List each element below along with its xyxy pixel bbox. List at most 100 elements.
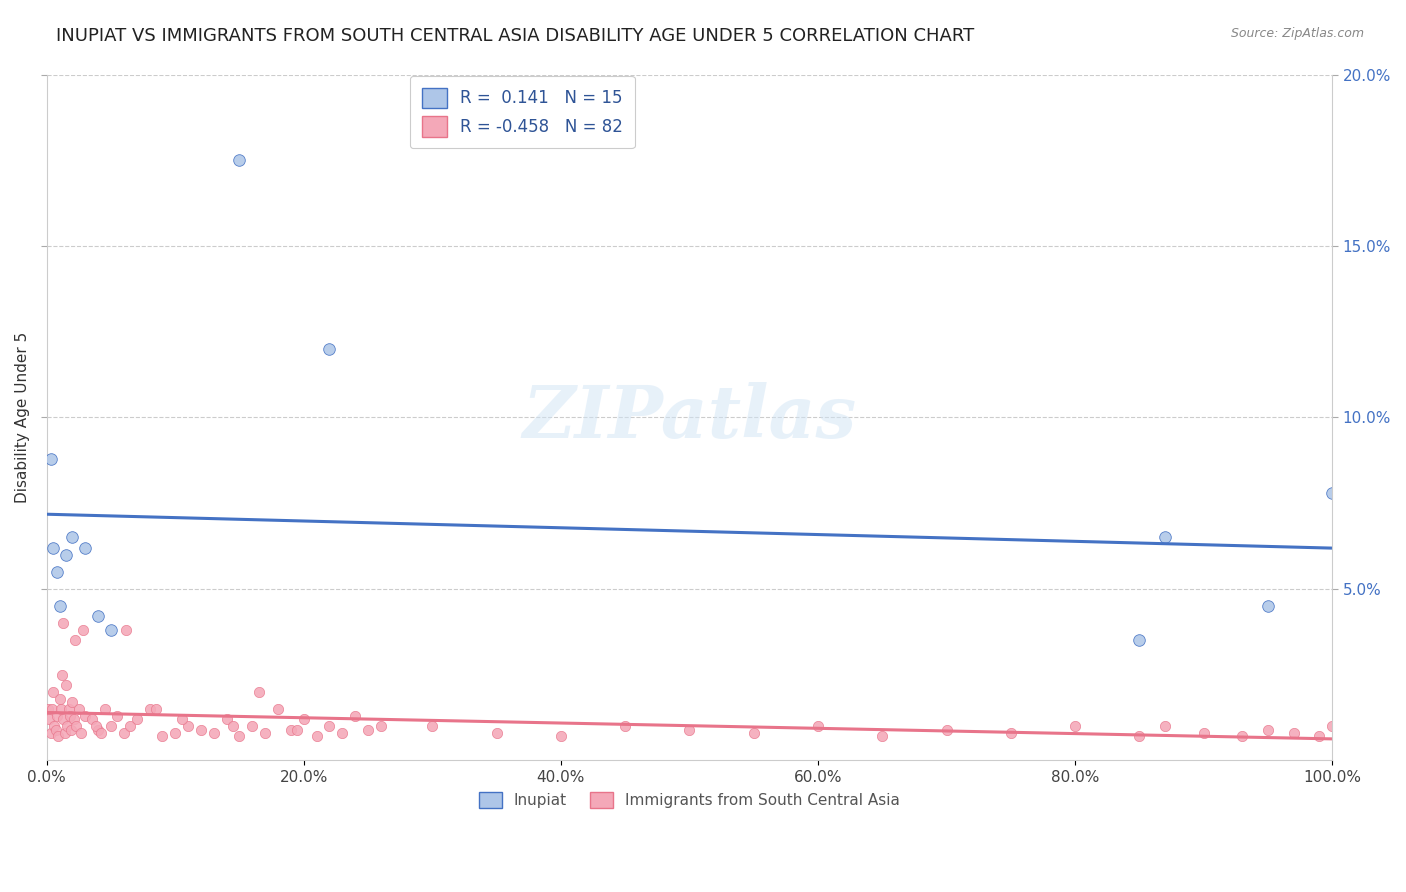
Point bbox=[93, 702, 115, 716]
Point bbox=[55, 548, 77, 562]
Point bbox=[177, 719, 200, 733]
Point bbox=[90, 726, 112, 740]
Point bbox=[305, 730, 328, 744]
Point bbox=[742, 726, 765, 740]
Point bbox=[39, 726, 62, 740]
Point bbox=[115, 623, 138, 637]
Point bbox=[80, 712, 103, 726]
Point bbox=[1322, 486, 1344, 500]
Point bbox=[56, 719, 79, 733]
Point bbox=[38, 712, 60, 726]
Point bbox=[1257, 599, 1279, 613]
Point bbox=[240, 719, 263, 733]
Point bbox=[105, 708, 128, 723]
Point bbox=[285, 723, 308, 737]
Point bbox=[37, 702, 59, 716]
Point bbox=[41, 702, 63, 716]
Point bbox=[52, 712, 75, 726]
Point bbox=[46, 730, 69, 744]
Point bbox=[190, 723, 212, 737]
Point bbox=[138, 702, 160, 716]
Point bbox=[112, 726, 135, 740]
Point bbox=[247, 685, 270, 699]
Point bbox=[48, 599, 70, 613]
Point bbox=[87, 609, 110, 624]
Point bbox=[1192, 726, 1215, 740]
Point bbox=[44, 719, 66, 733]
Point bbox=[267, 702, 290, 716]
Point bbox=[935, 723, 957, 737]
Point bbox=[53, 726, 76, 740]
Point bbox=[1308, 730, 1330, 744]
Point bbox=[58, 702, 80, 716]
Point bbox=[222, 719, 245, 733]
Point bbox=[48, 691, 70, 706]
Point bbox=[1232, 730, 1254, 744]
Point bbox=[52, 616, 75, 631]
Point bbox=[228, 730, 250, 744]
Point bbox=[87, 723, 110, 737]
Point bbox=[280, 723, 302, 737]
Point bbox=[357, 723, 380, 737]
Point bbox=[67, 702, 90, 716]
Point bbox=[318, 342, 340, 356]
Point bbox=[60, 695, 83, 709]
Text: Source: ZipAtlas.com: Source: ZipAtlas.com bbox=[1230, 27, 1364, 40]
Point bbox=[370, 719, 392, 733]
Point bbox=[1000, 726, 1022, 740]
Point bbox=[75, 708, 97, 723]
Point bbox=[63, 633, 86, 648]
Point bbox=[550, 730, 572, 744]
Point bbox=[46, 708, 69, 723]
Point bbox=[202, 726, 225, 740]
Point bbox=[807, 719, 830, 733]
Point bbox=[49, 702, 72, 716]
Point bbox=[1128, 633, 1150, 648]
Point bbox=[65, 719, 87, 733]
Point bbox=[318, 719, 340, 733]
Point bbox=[1322, 719, 1344, 733]
Point bbox=[1064, 719, 1087, 733]
Point bbox=[292, 712, 315, 726]
Point bbox=[60, 723, 83, 737]
Point bbox=[70, 726, 93, 740]
Point bbox=[170, 712, 193, 726]
Y-axis label: Disability Age Under 5: Disability Age Under 5 bbox=[15, 332, 30, 503]
Point bbox=[51, 667, 73, 681]
Point bbox=[485, 726, 508, 740]
Text: INUPIAT VS IMMIGRANTS FROM SOUTH CENTRAL ASIA DISABILITY AGE UNDER 5 CORRELATION: INUPIAT VS IMMIGRANTS FROM SOUTH CENTRAL… bbox=[56, 27, 974, 45]
Point bbox=[42, 541, 65, 555]
Point bbox=[1128, 730, 1150, 744]
Point bbox=[145, 702, 167, 716]
Point bbox=[45, 723, 67, 737]
Point bbox=[872, 730, 894, 744]
Point bbox=[1282, 726, 1305, 740]
Point bbox=[46, 565, 69, 579]
Point bbox=[84, 719, 107, 733]
Point bbox=[344, 708, 367, 723]
Point bbox=[150, 730, 173, 744]
Point bbox=[165, 726, 187, 740]
Point bbox=[100, 719, 122, 733]
Point bbox=[1154, 719, 1177, 733]
Point bbox=[254, 726, 277, 740]
Point bbox=[614, 719, 637, 733]
Point bbox=[125, 712, 148, 726]
Point bbox=[60, 531, 83, 545]
Point bbox=[100, 623, 122, 637]
Point bbox=[420, 719, 443, 733]
Point bbox=[42, 685, 65, 699]
Point bbox=[72, 623, 94, 637]
Point bbox=[678, 723, 700, 737]
Point bbox=[1257, 723, 1279, 737]
Point bbox=[75, 541, 97, 555]
Legend: Inupiat, Immigrants from South Central Asia: Inupiat, Immigrants from South Central A… bbox=[472, 786, 905, 814]
Point bbox=[1154, 531, 1177, 545]
Point bbox=[228, 153, 250, 168]
Point bbox=[62, 712, 84, 726]
Point bbox=[330, 726, 353, 740]
Point bbox=[55, 678, 77, 692]
Point bbox=[59, 708, 82, 723]
Point bbox=[120, 719, 142, 733]
Point bbox=[215, 712, 238, 726]
